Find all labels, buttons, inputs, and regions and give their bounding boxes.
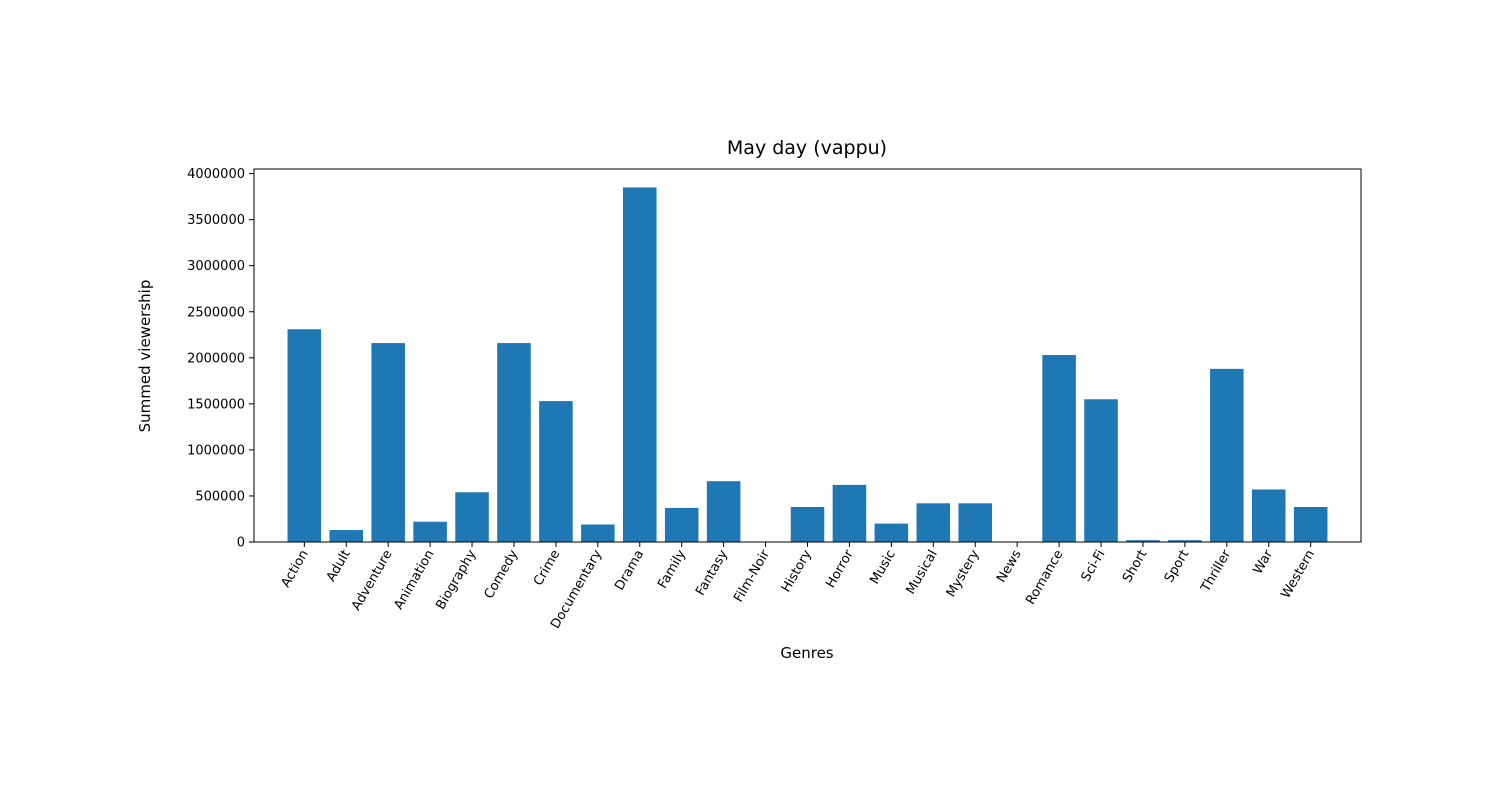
y-tick-label: 2000000 bbox=[187, 351, 245, 366]
plot-frame bbox=[253, 168, 1362, 543]
chart-title: May day (vappu) bbox=[727, 137, 887, 159]
y-tick-label: 3000000 bbox=[187, 259, 245, 274]
bar-drama bbox=[623, 187, 657, 543]
bar-musical bbox=[916, 503, 951, 542]
bar-crime bbox=[539, 401, 573, 542]
y-tick-label: 2500000 bbox=[187, 305, 245, 320]
bar-horror bbox=[832, 484, 867, 542]
bar-war bbox=[1251, 489, 1286, 542]
bar-western bbox=[1293, 507, 1328, 542]
y-tick-label: 4000000 bbox=[187, 167, 245, 182]
y-axis-label: Summed viewership bbox=[136, 280, 154, 433]
bar-thriller bbox=[1210, 368, 1244, 542]
bar-biography bbox=[455, 492, 489, 542]
bar-adult bbox=[329, 530, 364, 542]
y-tick-label: 0 bbox=[237, 536, 245, 551]
bar-family bbox=[664, 507, 699, 542]
y-tick-label: 1000000 bbox=[187, 443, 245, 458]
bar-music bbox=[874, 523, 909, 542]
bar-history bbox=[790, 507, 825, 542]
bar-short bbox=[1126, 540, 1160, 542]
bar-mystery bbox=[958, 503, 992, 542]
bar-comedy bbox=[497, 343, 531, 542]
bar-sport bbox=[1168, 540, 1202, 542]
bar-romance bbox=[1042, 355, 1076, 542]
bar-animation bbox=[413, 521, 447, 542]
y-tick-label: 1500000 bbox=[187, 397, 245, 412]
bar-adventure bbox=[371, 343, 405, 542]
bar-fantasy bbox=[706, 481, 741, 542]
y-tick-label: 3500000 bbox=[187, 213, 245, 228]
bar-action bbox=[287, 329, 322, 542]
x-axis-label: Genres bbox=[780, 644, 833, 662]
bar-documentary bbox=[581, 524, 615, 542]
y-tick-label: 500000 bbox=[195, 489, 245, 504]
bar-sci-fi bbox=[1084, 399, 1118, 542]
